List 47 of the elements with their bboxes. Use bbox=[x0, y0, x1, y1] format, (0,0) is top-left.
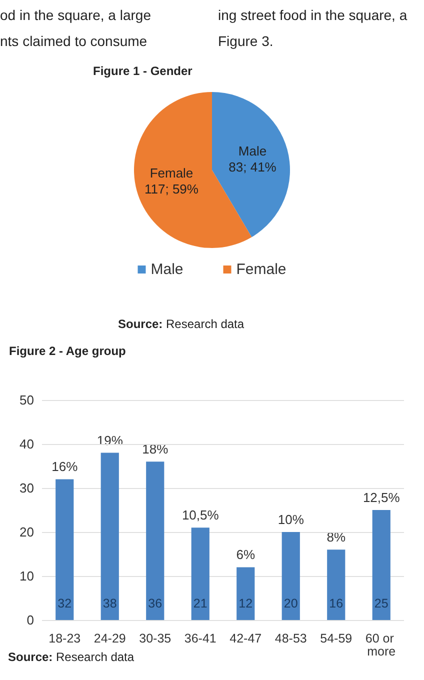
x-tick-label: 60 or more bbox=[365, 632, 398, 658]
x-tick-label: 48-53 bbox=[274, 632, 307, 646]
y-tick-label: 30 bbox=[20, 480, 34, 496]
data-label: 16 bbox=[329, 596, 344, 610]
text: od in the square, a large nts claimed to consume bbox=[0, 7, 152, 49]
data-label: 25 bbox=[374, 596, 388, 610]
chart-title: Figure 1 - Gender bbox=[93, 64, 193, 78]
annotation: 10,5% bbox=[182, 508, 220, 523]
annotation: 6% bbox=[236, 547, 256, 562]
legend-label: Female bbox=[236, 261, 286, 278]
data-label: 12 bbox=[238, 596, 253, 610]
slice-label: Male bbox=[238, 143, 267, 158]
x-tick-label: 54-59 bbox=[320, 632, 352, 646]
data-label: 38 bbox=[102, 596, 117, 610]
annotation: 16% bbox=[52, 459, 78, 474]
data-label: 32 bbox=[58, 596, 72, 610]
bar bbox=[146, 462, 164, 620]
annotation: 12,5% bbox=[362, 490, 400, 505]
source-note: Source: Research data bbox=[8, 650, 134, 664]
y-tick-label: 20 bbox=[20, 524, 34, 540]
x-tick-label: 36-41 bbox=[184, 632, 216, 646]
y-tick-label: 50 bbox=[20, 392, 34, 408]
slice-label: Female bbox=[150, 166, 194, 181]
y-tick-label: 10 bbox=[20, 568, 34, 584]
x-tick-label: 24-29 bbox=[94, 632, 126, 646]
bar bbox=[282, 532, 300, 620]
annotation: 10% bbox=[278, 512, 304, 527]
data-label: 117; 59% bbox=[144, 182, 199, 197]
chart-title: Figure 2 - Age group bbox=[9, 344, 126, 358]
data-label: 83; 41% bbox=[228, 159, 277, 174]
x-tick-label: 42-47 bbox=[230, 632, 262, 646]
data-label: 36 bbox=[148, 596, 162, 610]
bar bbox=[100, 452, 119, 620]
source-note: Source: Research data bbox=[118, 317, 244, 331]
x-tick-label: 30-35 bbox=[139, 632, 172, 646]
y-tick-label: 0 bbox=[26, 612, 34, 628]
bar bbox=[327, 550, 346, 620]
bar bbox=[191, 528, 210, 620]
y-tick-label: 40 bbox=[20, 436, 34, 452]
bar bbox=[372, 510, 390, 620]
data-label: 20 bbox=[284, 596, 298, 610]
x-tick-label: 18-23 bbox=[48, 632, 81, 646]
bar bbox=[236, 567, 255, 620]
bar bbox=[56, 479, 74, 620]
text: ing street food in the square, a Figure 3. bbox=[218, 7, 408, 49]
data-label: 21 bbox=[193, 596, 208, 610]
legend-label: Male bbox=[150, 261, 184, 278]
